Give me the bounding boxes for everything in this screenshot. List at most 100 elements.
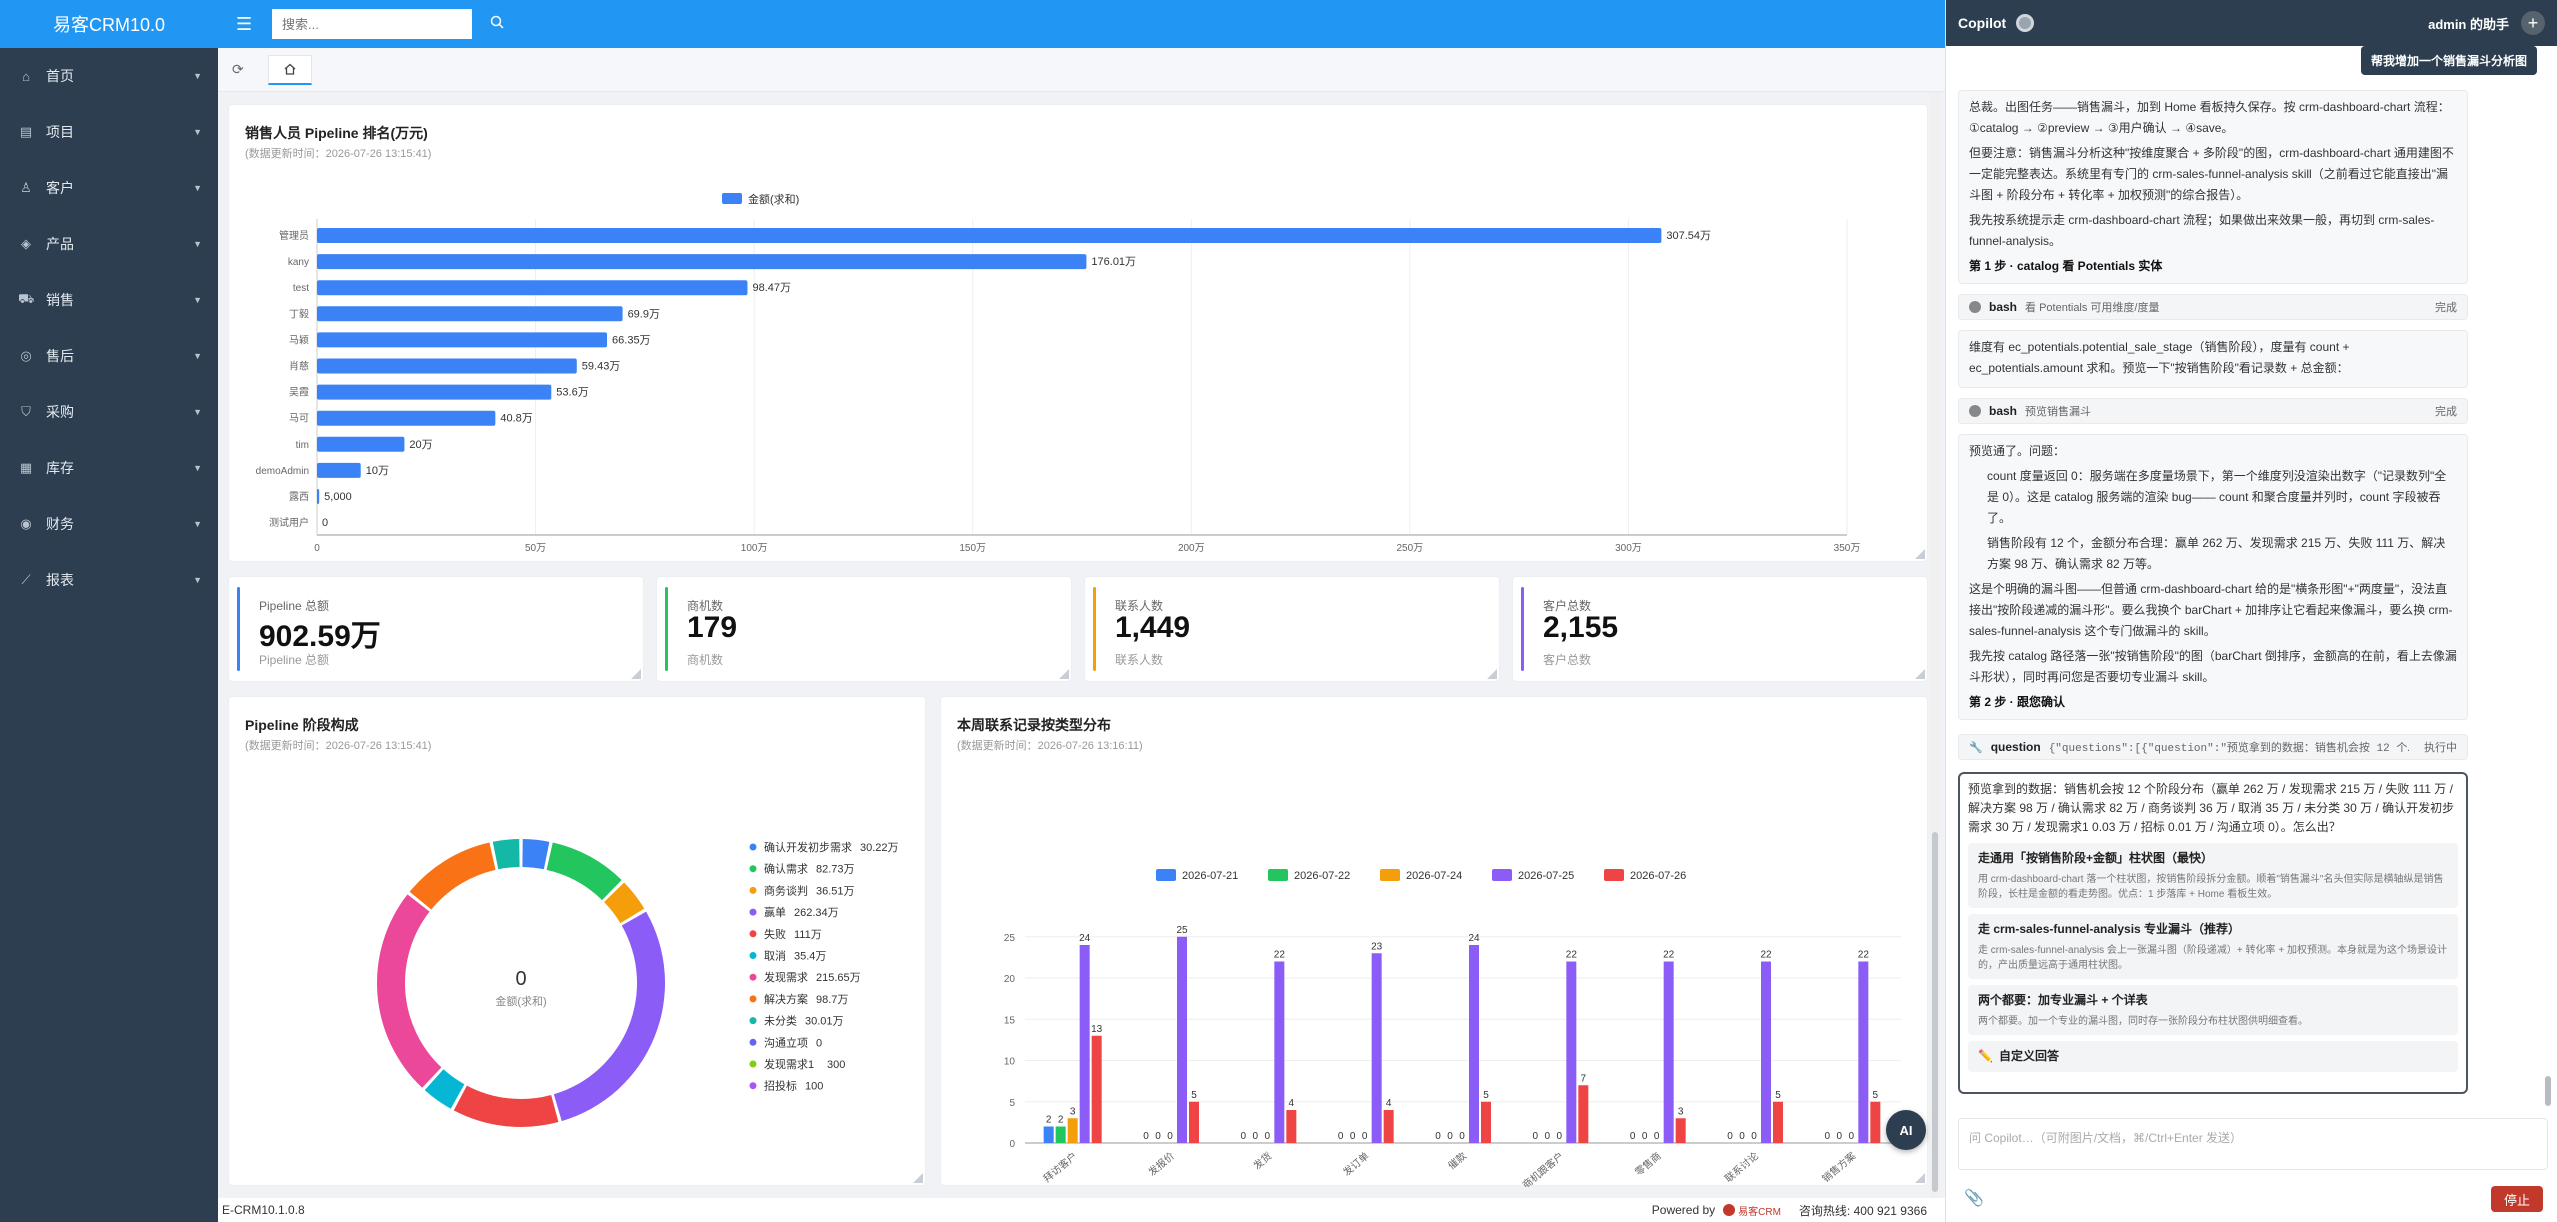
bar-value-label: 5 <box>1191 1090 1197 1101</box>
bar <box>317 280 748 296</box>
bar <box>1079 945 1090 1143</box>
bar-value-label: 0 <box>1545 1131 1551 1142</box>
sidebar-item[interactable]: ◉ 财务 ▼ <box>0 496 218 552</box>
chevron-down-icon: ▼ <box>193 295 202 305</box>
bar <box>1481 1101 1491 1143</box>
bar <box>1067 1118 1078 1143</box>
user-message: 帮我增加一个销售漏斗分析图 <box>2360 46 2537 75</box>
tool-call-row[interactable]: bash 预览销售漏斗 完成 <box>1958 398 2468 424</box>
footer: E-CRM10.1.0.8 Powered by 易客CRM 咨询热线: 400… <box>218 1198 1945 1222</box>
resize-handle[interactable] <box>1487 669 1497 679</box>
sidebar-item[interactable]: ◎ 售后 ▼ <box>0 328 218 384</box>
scrollbar-thumb[interactable] <box>1932 832 1938 1192</box>
sidebar-item[interactable]: ⌂ 首页 ▼ <box>0 48 218 104</box>
card-updated-time: (数据更新时间：2026-07-26 13:16:11) <box>957 740 1143 752</box>
bar-value-label: 0 <box>1167 1131 1173 1142</box>
bar-value-label: 7 <box>1581 1073 1587 1084</box>
custom-answer-option[interactable]: ✏️ 自定义回答 <box>1968 1041 2458 1072</box>
bar <box>1177 936 1187 1143</box>
x-category-label: 零售商 <box>1632 1149 1663 1178</box>
bar-value-label: 20万 <box>409 439 432 451</box>
tab-home[interactable] <box>268 54 312 85</box>
sidebar-item[interactable]: ◈ 产品 ▼ <box>0 216 218 272</box>
resize-handle[interactable] <box>1915 1173 1925 1183</box>
sidebar-item[interactable]: ▦ 库存 ▼ <box>0 440 218 496</box>
message-paragraph: 我先按 catalog 路径落一张"按销售阶段"的图（barChart 倒排序，… <box>1969 649 2457 684</box>
bar-value-label: 22 <box>1566 950 1578 961</box>
attach-icon[interactable]: 📎 <box>1964 1190 1984 1207</box>
step-heading: 第 2 步 · 跟您确认 <box>1969 695 2066 709</box>
bar-value-label: 10万 <box>366 465 389 477</box>
option-title: 走通用「按销售阶段+金额」柱状图（最快） <box>1978 851 2214 865</box>
scrollbar-thumb[interactable] <box>2545 1076 2551 1106</box>
sidebar-item[interactable]: ⛟ 销售 ▼ <box>0 272 218 328</box>
bar <box>317 228 1662 243</box>
resize-handle[interactable] <box>1059 669 1069 679</box>
stop-button[interactable]: 停止 <box>2491 1186 2543 1212</box>
cart-icon: ⛟ <box>18 291 35 306</box>
legend-swatch <box>749 930 757 938</box>
bar-value-label: 59.43万 <box>582 361 621 373</box>
bar-value-label: 0 <box>1143 1131 1149 1142</box>
tool-call-row[interactable]: 🔧 question {"questions":[{"question":"预览… <box>1958 734 2468 760</box>
bar-value-label: 0 <box>1362 1131 1368 1142</box>
legend-swatch <box>749 995 757 1003</box>
search-icon[interactable] <box>490 15 504 33</box>
sidebar-item[interactable]: ♙ 客户 ▼ <box>0 160 218 216</box>
chevron-down-icon: ▼ <box>193 127 202 137</box>
x-tick-label: 150万 <box>959 543 986 554</box>
y-tick-label: 0 <box>1009 1139 1015 1150</box>
x-category-label: 联系讨论 <box>1722 1149 1761 1185</box>
y-category-label: 露西 <box>289 491 309 503</box>
card-title: 销售人员 Pipeline 排名(万元) <box>245 125 428 141</box>
message-paragraph: 总裁。出图任务——销售漏斗，加到 Home 看板持久保存。按 crm-dashb… <box>1969 100 2450 135</box>
bar-value-label: 4 <box>1289 1098 1295 1109</box>
bar-value-label: 53.6万 <box>556 387 588 399</box>
answer-option[interactable]: 走通用「按销售阶段+金额」柱状图（最快） 用 crm-dashboard-char… <box>1968 843 2458 908</box>
status-indicator-icon <box>2016 14 2035 32</box>
bar-value-label: 0 <box>1435 1131 1441 1142</box>
y-category-label: 吴霞 <box>289 387 309 399</box>
legend-label: 取消 <box>764 949 786 963</box>
bar-value-label: 69.9万 <box>628 308 660 320</box>
new-chat-button[interactable]: + <box>2521 11 2545 35</box>
tool-status: 完成 <box>2435 302 2457 314</box>
resize-handle[interactable] <box>1915 549 1925 559</box>
ai-button[interactable]: AI <box>1886 1110 1926 1150</box>
tool-call-row[interactable]: bash 看 Potentials 可用维度/度量 完成 <box>1958 294 2468 320</box>
answer-option[interactable]: 两个都要：加专业漏斗 + 个详表 两个都要。加一个专业的漏斗图，同时存一张阶段分布… <box>1968 985 2458 1035</box>
legend-value: 300 <box>827 1059 845 1071</box>
answer-option[interactable]: 走 crm-sales-funnel-analysis 专业漏斗（推荐） 走 cr… <box>1968 914 2458 979</box>
tool-icon <box>1969 301 1981 313</box>
x-tick-label: 350万 <box>1834 543 1861 554</box>
menu-toggle-icon[interactable]: ☰ <box>236 13 253 34</box>
message-paragraph: 但要注意：销售漏斗分析这种"按维度聚合 + 多阶段"的图，crm-dashboa… <box>1969 146 2454 202</box>
sidebar-item[interactable]: ⛉ 采购 ▼ <box>0 384 218 440</box>
app-logo[interactable]: 易客CRM10.0 <box>0 0 218 48</box>
refresh-icon[interactable]: ⟳ <box>232 61 244 77</box>
sidebar-item[interactable]: ▤ 项目 ▼ <box>0 104 218 160</box>
brand-logo[interactable]: 易客CRM <box>1723 1203 1781 1218</box>
legend-label: 2026-07-24 <box>1406 870 1462 882</box>
sidebar-item-label: 项目 <box>46 124 74 140</box>
resize-handle[interactable] <box>1915 669 1925 679</box>
copilot-scrollbar[interactable] <box>2544 46 2552 1106</box>
message-paragraph: 我先按系统提示走 crm-dashboard-chart 流程；如果做出来效果一… <box>1969 213 2435 248</box>
bar-value-label: 25 <box>1176 925 1188 936</box>
bar-value-label: 5,000 <box>324 491 352 503</box>
legend-swatch <box>749 843 757 851</box>
resize-handle[interactable] <box>631 669 641 679</box>
search-input[interactable] <box>272 9 472 39</box>
resize-handle[interactable] <box>913 1173 923 1183</box>
sidebar-item[interactable]: ⟋ 报表 ▼ <box>0 552 218 608</box>
pencil-icon: ✏️ <box>1978 1049 1993 1063</box>
main-scrollbar[interactable] <box>1930 92 1940 1198</box>
copilot-input[interactable]: 问 Copilot…（可附图片/文档，⌘/Ctrl+Enter 发送） <box>1958 1118 2548 1170</box>
sidebar-item-label: 产品 <box>46 236 74 252</box>
bar-value-label: 0 <box>1533 1131 1539 1142</box>
legend-swatch <box>749 1082 757 1090</box>
top-bar: ☰ <box>218 0 1945 48</box>
option-description: 用 crm-dashboard-chart 落一个柱状图，按销售阶段拆分金额。顺… <box>1978 874 2444 900</box>
input-placeholder: 问 Copilot…（可附图片/文档，⌘/Ctrl+Enter 发送） <box>1969 1131 2243 1145</box>
legend-swatch <box>749 908 757 916</box>
